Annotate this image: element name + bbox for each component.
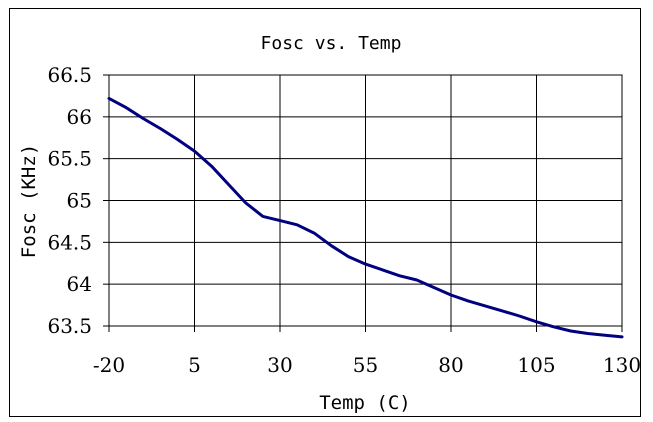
x-tick-label: 55 <box>353 353 378 377</box>
y-tick-label: 65.5 <box>47 147 92 171</box>
y-tick-label: 66.5 <box>47 63 92 87</box>
y-tick-label: 64 <box>67 272 92 296</box>
chart-title: Fosc vs. Temp <box>261 33 402 54</box>
x-tick-label: 105 <box>517 353 555 377</box>
x-tick-label: 5 <box>188 353 201 377</box>
series-group <box>107 96 624 339</box>
y-tick-label: 64.5 <box>47 230 92 254</box>
y-ticks: 63.5 64 64.5 65 65.5 66 66.5 <box>47 63 109 338</box>
series-line <box>107 96 624 339</box>
x-tick-label: 130 <box>603 353 641 377</box>
x-axis-title: Temp (C) <box>319 392 411 414</box>
y-tick-label: 65 <box>67 189 92 213</box>
x-tick-label: 30 <box>267 353 292 377</box>
y-tick-label: 66 <box>67 105 92 129</box>
x-tick-label: 80 <box>438 353 463 377</box>
x-tick-label: -20 <box>93 353 125 377</box>
chart-frame <box>9 8 641 417</box>
y-tick-label: 63.5 <box>47 314 92 338</box>
grid <box>109 75 622 326</box>
y-axis-title: Fosc (KHz) <box>18 144 40 258</box>
x-ticks: -20 5 30 55 80 105 130 <box>93 326 641 377</box>
